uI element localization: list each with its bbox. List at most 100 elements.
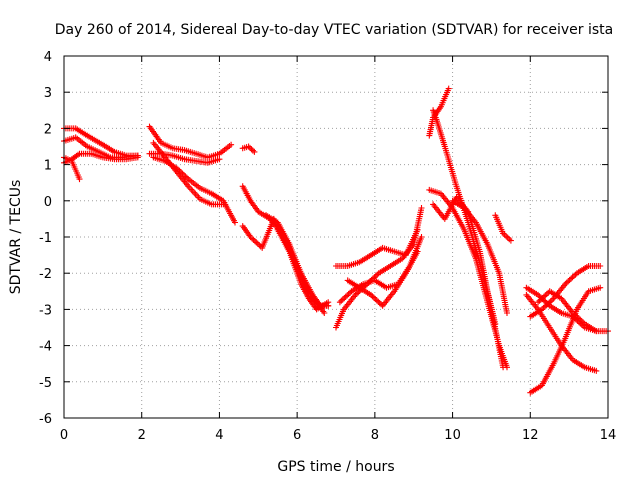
data-point xyxy=(228,141,235,148)
data-point xyxy=(414,226,421,233)
data-point xyxy=(538,296,544,303)
data-point xyxy=(232,219,238,226)
x-tick-label: 12 xyxy=(522,428,539,443)
y-tick-label: -1 xyxy=(39,231,52,246)
data-point xyxy=(345,291,352,297)
data-point xyxy=(339,296,346,303)
data-point xyxy=(504,310,510,316)
data-point xyxy=(251,238,258,245)
series-track-aa xyxy=(527,263,604,320)
series-track-e xyxy=(146,123,235,161)
series-track-m xyxy=(274,226,332,313)
series-track-w xyxy=(492,212,514,244)
data-point xyxy=(251,148,258,155)
data-point xyxy=(566,277,573,283)
data-point xyxy=(249,147,256,154)
data-point xyxy=(571,311,578,318)
y-tick-label: -4 xyxy=(39,340,52,355)
x-tick-label: 2 xyxy=(138,428,146,443)
data-point xyxy=(344,292,351,299)
data-point xyxy=(220,201,227,208)
series-track-o xyxy=(333,226,421,269)
series-track-k xyxy=(239,215,332,309)
data-point xyxy=(504,364,510,371)
data-point xyxy=(325,299,332,306)
data-point xyxy=(341,295,348,302)
y-axis-label: SDTVAR / TECUs xyxy=(8,180,24,295)
x-tick-label: 0 xyxy=(60,428,68,443)
data-point xyxy=(578,318,585,325)
data-point xyxy=(445,85,452,92)
data-point xyxy=(563,279,570,286)
data-point xyxy=(597,263,604,269)
data-point xyxy=(342,293,349,300)
data-point xyxy=(248,146,255,153)
data-point xyxy=(253,239,260,246)
data-point xyxy=(372,272,379,279)
grid-lines xyxy=(64,56,608,418)
x-tick-label: 10 xyxy=(444,428,461,443)
data-point xyxy=(353,290,360,297)
y-tick-label: -3 xyxy=(39,303,52,318)
data-point xyxy=(249,235,255,242)
data-point xyxy=(376,300,383,307)
data-point xyxy=(535,299,542,306)
data-point xyxy=(183,174,190,181)
y-tick-label: 1 xyxy=(44,159,52,174)
data-point xyxy=(216,156,223,163)
data-point xyxy=(375,298,382,305)
y-tick-label: -5 xyxy=(39,376,52,391)
y-tick-label: -2 xyxy=(39,267,52,282)
series-track-v xyxy=(449,197,510,316)
y-tick-label: 3 xyxy=(44,86,52,101)
data-point xyxy=(373,297,380,304)
data-point xyxy=(414,248,421,255)
x-tick-label: 4 xyxy=(215,428,223,443)
series-track-q xyxy=(344,248,421,309)
series-track-f xyxy=(146,150,223,166)
data-point xyxy=(568,275,575,282)
data-point xyxy=(492,320,499,327)
data-point xyxy=(418,234,425,240)
data-point xyxy=(575,315,582,322)
data-point xyxy=(250,236,257,243)
data-point xyxy=(347,289,354,296)
x-tick-label: 14 xyxy=(600,428,617,443)
data-point xyxy=(368,291,374,298)
x-tick-label: 8 xyxy=(371,428,379,443)
data-point xyxy=(134,154,141,161)
y-tick-label: 4 xyxy=(44,50,52,65)
series-track-t xyxy=(426,186,510,371)
data-point xyxy=(245,143,252,150)
series-track-y xyxy=(523,291,600,374)
data-point xyxy=(544,301,551,307)
data-point xyxy=(597,284,604,291)
y-tick-label: 2 xyxy=(44,122,52,137)
data-point xyxy=(571,272,577,279)
data-point xyxy=(338,297,345,304)
data-point xyxy=(540,293,547,300)
data-point xyxy=(418,205,425,211)
data-point xyxy=(321,310,328,316)
data-point xyxy=(535,291,542,298)
data-points xyxy=(61,85,611,396)
y-tick-label: -6 xyxy=(39,412,52,427)
data-point xyxy=(569,274,576,281)
series-track-i xyxy=(239,143,258,155)
data-point xyxy=(374,271,381,278)
data-point xyxy=(370,294,377,301)
data-point xyxy=(549,296,556,303)
data-point xyxy=(256,242,263,249)
x-tick-label: 6 xyxy=(293,428,301,443)
data-point xyxy=(247,144,253,151)
y-tick-label: 0 xyxy=(44,195,52,210)
data-point xyxy=(593,367,600,374)
data-point xyxy=(572,271,579,278)
series-track-x xyxy=(527,284,604,396)
data-point xyxy=(565,278,572,285)
data-point xyxy=(76,176,83,183)
data-point xyxy=(562,281,569,288)
data-point xyxy=(507,237,514,244)
